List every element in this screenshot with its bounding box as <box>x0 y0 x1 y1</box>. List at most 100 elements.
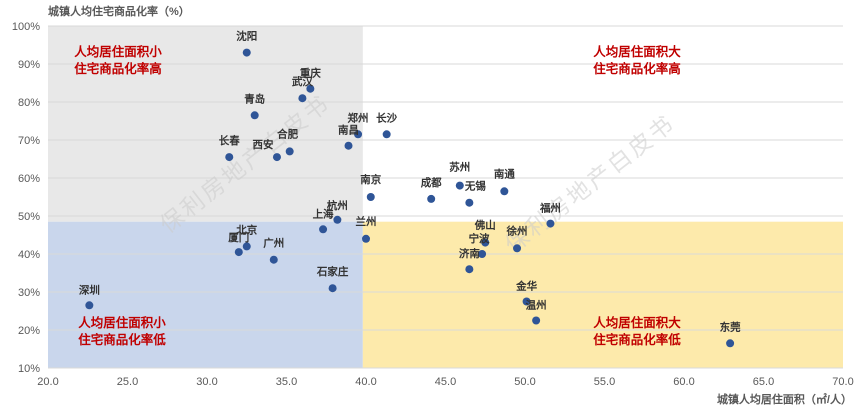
data-point <box>546 219 555 228</box>
point-label: 北京 <box>236 223 257 236</box>
data-point <box>427 194 436 203</box>
point-label: 济南 <box>459 247 480 260</box>
y-axis-ticks: 10% 20% 30% 40% 50% 60% 70% 80% 90% 100% <box>12 21 40 375</box>
y-axis-title: 城镇人均住宅商品化率（%） <box>48 4 190 18</box>
data-point <box>478 250 487 258</box>
x-tick-label: 20.0 <box>37 376 58 388</box>
point-label: 无锡 <box>464 180 486 193</box>
data-point <box>225 153 234 162</box>
x-axis-ticks: 20.0 25.0 30.0 35.0 40.0 45.0 50.0 55.0 60.0 65.0… <box>37 376 853 388</box>
y-tick-label: 70% <box>18 135 40 147</box>
point-label: 南京 <box>360 173 381 186</box>
y-tick-label: 100% <box>12 21 40 33</box>
y-tick-label: 20% <box>18 325 40 337</box>
point-label: 重庆 <box>300 67 321 80</box>
data-point <box>500 187 509 196</box>
quadrant-labels: 人均居住面积小住宅商品化率高人均居住面积大住宅商品化率高人均居住面积小住宅商品化… <box>74 44 681 347</box>
data-point <box>333 215 342 224</box>
quadrant-label-tr: 住宅商品化率高 <box>593 61 681 76</box>
point-label: 广州 <box>263 237 284 250</box>
quadrant-label-br: 住宅商品化率低 <box>593 332 681 347</box>
data-point <box>242 48 251 57</box>
point-label: 杭州 <box>327 199 348 212</box>
data-point <box>532 316 541 325</box>
data-point <box>382 130 391 139</box>
x-axis-title: 城镇人均居住面积（㎡/人） <box>717 392 852 406</box>
point-label: 武汉 <box>292 75 313 88</box>
point-label: 宁波 <box>469 232 490 245</box>
data-point <box>455 181 464 190</box>
quadrant-bg-bottom-left <box>48 221 363 368</box>
point-label: 东莞 <box>720 320 741 333</box>
quadrant-label-tl: 人均居住面积小 <box>74 44 162 59</box>
point-label: 石家庄 <box>316 265 349 278</box>
data-point <box>344 141 353 150</box>
data-point <box>272 153 281 162</box>
x-tick-label: 45.0 <box>435 376 456 388</box>
data-point <box>242 242 251 251</box>
data-point <box>465 265 474 274</box>
point-label: 南通 <box>494 167 515 180</box>
data-point <box>306 84 315 93</box>
quadrant-bg-bottom-right <box>362 221 843 368</box>
data-point <box>285 147 294 156</box>
y-tick-label: 40% <box>18 249 40 261</box>
x-tick-label: 35.0 <box>276 376 297 388</box>
data-point <box>362 234 370 243</box>
data-point <box>269 255 278 264</box>
data-point <box>522 297 531 306</box>
quadrant-label-bl: 住宅商品化率低 <box>78 332 166 347</box>
y-tick-label: 10% <box>18 363 40 375</box>
point-label: 金华 <box>515 280 537 293</box>
point-label: 合肥 <box>276 127 298 140</box>
data-point <box>513 244 522 253</box>
point-label: 深圳 <box>79 283 100 296</box>
data-point <box>366 193 375 201</box>
quadrant-label-tr: 人均居住面积大 <box>593 44 681 59</box>
point-label: 沈阳 <box>236 30 257 43</box>
quadrant-label-bl: 人均居住面积小 <box>78 315 166 330</box>
quadrant-label-br: 人均居住面积大 <box>593 315 681 330</box>
data-point <box>465 198 474 207</box>
point-label: 西安 <box>252 138 273 151</box>
x-tick-label: 50.0 <box>514 376 535 388</box>
quadrant-bg-top-left <box>48 26 363 222</box>
x-tick-label: 65.0 <box>753 376 774 388</box>
point-label: 苏州 <box>449 161 470 174</box>
point-label: 佛山 <box>474 219 496 232</box>
y-tick-label: 80% <box>18 97 40 109</box>
quadrant-backgrounds <box>48 26 843 368</box>
point-label: 长沙 <box>376 111 397 124</box>
point-label: 徐州 <box>506 224 528 237</box>
x-tick-label: 60.0 <box>673 376 694 388</box>
point-label: 青岛 <box>244 92 265 105</box>
x-tick-label: 30.0 <box>196 376 217 388</box>
gridlines <box>48 25 843 369</box>
point-label: 郑州 <box>348 111 369 124</box>
point-label: 上海 <box>313 207 334 220</box>
data-point <box>298 94 307 103</box>
data-points <box>85 48 735 348</box>
point-label: 长春 <box>219 134 240 147</box>
point-label: 厦门 <box>228 231 249 244</box>
y-tick-label: 60% <box>18 173 40 185</box>
data-point <box>481 238 490 247</box>
data-point <box>328 284 337 293</box>
quadrant-label-tl: 住宅商品化率高 <box>74 61 162 76</box>
x-tick-label: 70.0 <box>832 376 853 388</box>
point-label: 温州 <box>526 299 547 312</box>
point-label: 兰州 <box>356 215 377 228</box>
point-label: 成都 <box>421 176 442 189</box>
x-tick-label: 25.0 <box>117 376 138 388</box>
x-tick-label: 40.0 <box>355 376 376 388</box>
data-point <box>234 248 243 257</box>
y-tick-label: 90% <box>18 59 40 71</box>
data-point <box>250 111 259 120</box>
data-point <box>319 225 328 234</box>
y-tick-label: 30% <box>18 287 40 299</box>
data-point <box>726 339 735 348</box>
data-point <box>85 301 94 310</box>
point-label: 福州 <box>539 202 561 215</box>
